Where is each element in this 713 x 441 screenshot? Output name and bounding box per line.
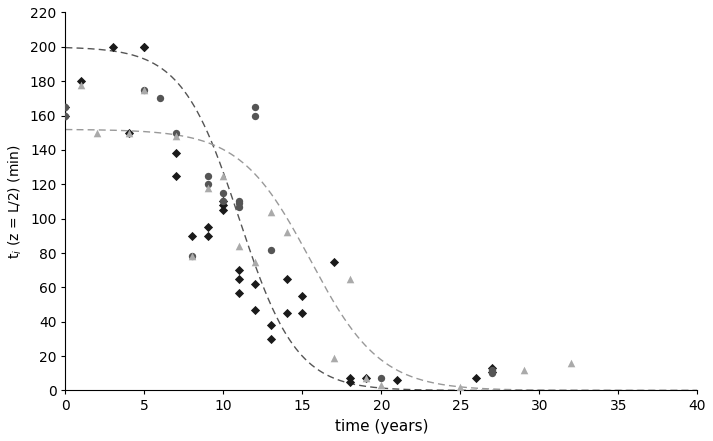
Point	[455, 384, 466, 391]
Point	[186, 253, 198, 260]
Point	[281, 229, 292, 236]
Point	[250, 104, 261, 111]
Point	[91, 129, 103, 136]
Point	[76, 81, 87, 88]
Point	[139, 86, 150, 93]
Point	[471, 375, 482, 382]
Point	[139, 43, 150, 50]
Point	[202, 181, 213, 188]
Point	[170, 133, 182, 140]
Point	[170, 172, 182, 179]
Point	[250, 258, 261, 265]
Point	[360, 375, 371, 382]
Point	[360, 375, 371, 382]
Point	[250, 306, 261, 313]
Point	[376, 382, 387, 389]
Point	[217, 202, 229, 209]
Point	[233, 243, 245, 250]
Point	[486, 366, 498, 374]
Point	[233, 203, 245, 210]
Point	[328, 354, 339, 361]
Point	[217, 189, 229, 196]
Point	[76, 78, 87, 85]
Point	[265, 321, 277, 329]
Point	[486, 368, 498, 375]
Point	[123, 129, 134, 136]
Point	[202, 184, 213, 191]
Point	[217, 198, 229, 205]
Point	[233, 200, 245, 207]
Point	[217, 198, 229, 205]
Y-axis label: t$_i$ (z = L/2) (min): t$_i$ (z = L/2) (min)	[7, 144, 24, 259]
Point	[217, 206, 229, 213]
Point	[202, 172, 213, 179]
Point	[170, 129, 182, 136]
Point	[233, 289, 245, 296]
Point	[233, 275, 245, 282]
Point	[217, 172, 229, 179]
Point	[486, 370, 498, 377]
Point	[186, 232, 198, 239]
Point	[281, 310, 292, 317]
Point	[60, 112, 71, 119]
Point	[297, 292, 308, 299]
Point	[297, 310, 308, 317]
X-axis label: time (years): time (years)	[334, 419, 428, 434]
Point	[265, 336, 277, 343]
Point	[265, 208, 277, 215]
Point	[202, 232, 213, 239]
Point	[565, 359, 577, 366]
Point	[391, 377, 403, 384]
Point	[233, 198, 245, 205]
Point	[518, 366, 529, 374]
Point	[250, 280, 261, 288]
Point	[123, 129, 134, 136]
Point	[202, 224, 213, 231]
Point	[170, 150, 182, 157]
Point	[265, 246, 277, 253]
Point	[486, 365, 498, 372]
Point	[281, 275, 292, 282]
Point	[60, 104, 71, 111]
Point	[139, 86, 150, 93]
Point	[60, 112, 71, 119]
Point	[155, 95, 166, 102]
Point	[250, 112, 261, 119]
Point	[107, 43, 118, 50]
Point	[60, 104, 71, 111]
Point	[344, 378, 356, 385]
Point	[344, 275, 356, 282]
Point	[233, 267, 245, 274]
Point	[328, 258, 339, 265]
Point	[139, 43, 150, 50]
Point	[376, 375, 387, 382]
Point	[344, 375, 356, 382]
Point	[186, 253, 198, 260]
